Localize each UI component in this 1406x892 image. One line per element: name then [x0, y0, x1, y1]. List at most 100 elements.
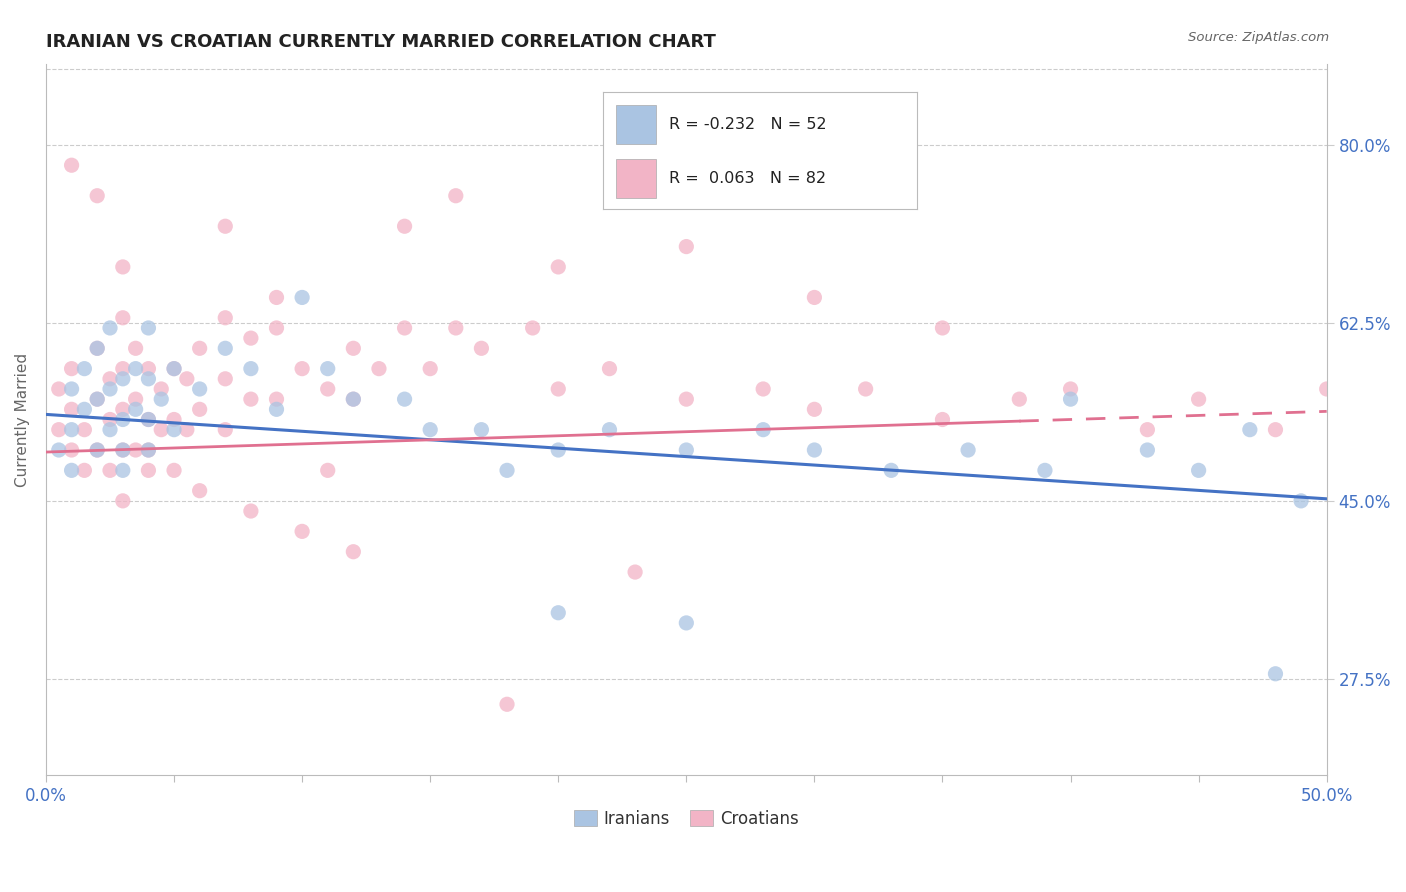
Point	[675, 239, 697, 253]
Point	[176, 372, 198, 386]
Point	[470, 423, 492, 437]
Point	[138, 442, 160, 457]
Point	[138, 361, 160, 376]
Point	[86, 341, 108, 355]
Point	[266, 402, 288, 417]
Point	[111, 310, 134, 325]
Point	[124, 361, 146, 376]
Point	[880, 463, 903, 477]
Point	[419, 423, 441, 437]
Point	[138, 463, 160, 477]
Point	[163, 412, 186, 426]
Point	[111, 442, 134, 457]
Point	[316, 463, 339, 477]
Point	[86, 442, 108, 457]
Point	[239, 331, 262, 345]
Point	[138, 412, 160, 426]
Point	[496, 698, 519, 712]
Y-axis label: Currently Married: Currently Married	[15, 352, 30, 486]
Point	[98, 382, 121, 396]
Point	[138, 321, 160, 335]
Point	[73, 361, 96, 376]
Point	[957, 442, 980, 457]
Point	[444, 321, 467, 335]
Point	[188, 382, 211, 396]
Point	[342, 545, 364, 559]
Point	[48, 442, 70, 457]
Point	[124, 392, 146, 406]
Point	[291, 361, 314, 376]
Point	[98, 463, 121, 477]
Point	[60, 361, 83, 376]
Point	[547, 606, 569, 620]
Point	[931, 321, 953, 335]
Point	[855, 382, 877, 396]
Point	[316, 382, 339, 396]
Text: Source: ZipAtlas.com: Source: ZipAtlas.com	[1188, 31, 1329, 45]
Point	[291, 524, 314, 539]
Point	[1136, 442, 1159, 457]
Point	[675, 442, 697, 457]
Point	[598, 423, 620, 437]
Point	[73, 423, 96, 437]
Point	[111, 372, 134, 386]
Point	[60, 158, 83, 172]
Point	[111, 442, 134, 457]
Legend: Iranians, Croatians: Iranians, Croatians	[567, 804, 806, 835]
Point	[394, 219, 416, 234]
Point	[675, 615, 697, 630]
Point	[73, 463, 96, 477]
Point	[1136, 423, 1159, 437]
Point	[86, 392, 108, 406]
Point	[931, 412, 953, 426]
Point	[547, 382, 569, 396]
Point	[624, 565, 647, 579]
Point	[124, 341, 146, 355]
Point	[111, 260, 134, 274]
Point	[86, 442, 108, 457]
Point	[1188, 392, 1211, 406]
Point	[239, 504, 262, 518]
Point	[111, 402, 134, 417]
Point	[394, 321, 416, 335]
Point	[60, 423, 83, 437]
Point	[124, 402, 146, 417]
Point	[150, 392, 173, 406]
Point	[111, 361, 134, 376]
Point	[188, 483, 211, 498]
Point	[60, 382, 83, 396]
Point	[1316, 382, 1339, 396]
Point	[1289, 494, 1312, 508]
Point	[86, 341, 108, 355]
Point	[266, 392, 288, 406]
Point	[752, 382, 775, 396]
Point	[496, 463, 519, 477]
Point	[214, 310, 236, 325]
Point	[73, 402, 96, 417]
Point	[188, 341, 211, 355]
Point	[60, 463, 83, 477]
Point	[1264, 666, 1286, 681]
Point	[163, 463, 186, 477]
Point	[803, 442, 825, 457]
Point	[266, 290, 288, 304]
Point	[48, 423, 70, 437]
Point	[111, 463, 134, 477]
Point	[1059, 392, 1081, 406]
Point	[138, 442, 160, 457]
Point	[98, 372, 121, 386]
Point	[522, 321, 544, 335]
Point	[214, 372, 236, 386]
Point	[752, 423, 775, 437]
Point	[163, 423, 186, 437]
Point	[111, 494, 134, 508]
Point	[176, 423, 198, 437]
Point	[803, 290, 825, 304]
Point	[342, 392, 364, 406]
Point	[1008, 392, 1031, 406]
Point	[1059, 382, 1081, 396]
Point	[150, 382, 173, 396]
Point	[86, 392, 108, 406]
Text: IRANIAN VS CROATIAN CURRENTLY MARRIED CORRELATION CHART: IRANIAN VS CROATIAN CURRENTLY MARRIED CO…	[46, 33, 716, 51]
Point	[675, 392, 697, 406]
